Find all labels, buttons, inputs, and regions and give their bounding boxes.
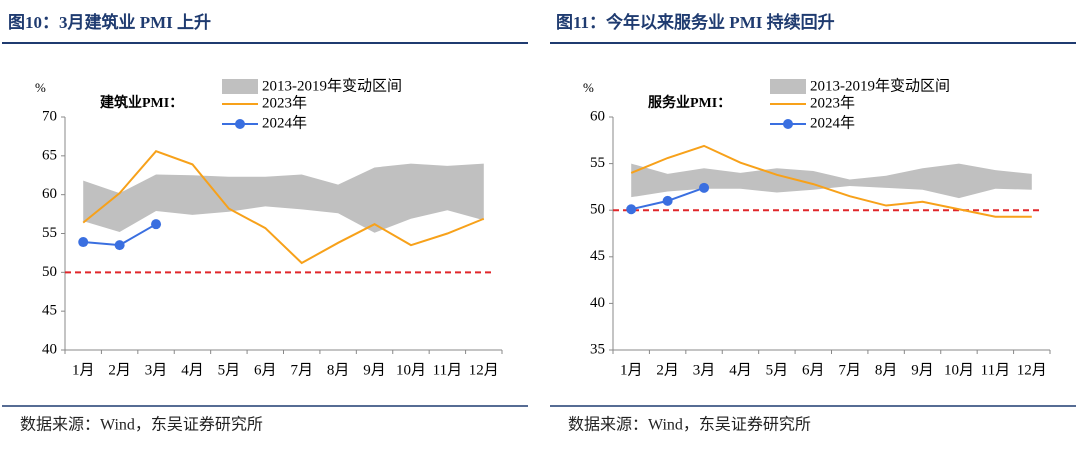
annotation: 建筑业PMI： <box>100 94 183 111</box>
x-tick-label: 8月 <box>875 362 898 378</box>
series-line <box>82 149 485 265</box>
x-tick-label: 5月 <box>766 362 789 378</box>
range-band <box>83 163 484 233</box>
x-tick-label: 4月 <box>181 362 204 378</box>
y-tick-label: 55 <box>42 225 57 241</box>
legend-label: 2023年 <box>810 94 855 111</box>
x-tick-label: 12月 <box>469 362 499 378</box>
point <box>151 219 162 230</box>
point <box>626 204 637 215</box>
x-tick-label: 6月 <box>802 362 825 378</box>
legend-label: 2024年 <box>262 114 307 131</box>
legend-marker <box>235 119 245 129</box>
y-tick-label: 60 <box>590 108 605 124</box>
source: 数据来源：Wind，东吴证券研究所 <box>20 416 263 434</box>
x-tick-label: 2月 <box>656 362 679 378</box>
series-line <box>630 144 1032 218</box>
x-tick-label: 6月 <box>254 362 277 378</box>
legend-label: 2013-2019年变动区间 <box>262 77 402 94</box>
legend-marker <box>783 119 793 129</box>
x-tick-label: 11月 <box>433 362 462 378</box>
annotation: 服务业PMI： <box>648 94 731 111</box>
x-tick-label: 7月 <box>290 362 313 378</box>
x-tick-label: 2月 <box>108 362 131 378</box>
source: 数据来源：Wind，东吴证券研究所 <box>568 416 811 434</box>
x-tick-label: 10月 <box>396 362 426 378</box>
y-tick-label: 70 <box>42 108 57 124</box>
x-tick-label: 1月 <box>72 362 95 378</box>
unit-label: % <box>35 80 46 95</box>
legend-label: 2024年 <box>810 114 855 131</box>
y-tick-label: 60 <box>42 186 57 202</box>
y-tick-label: 40 <box>42 341 57 357</box>
y-tick-label: 40 <box>590 295 605 311</box>
legend-swatch <box>222 79 258 94</box>
x-tick-label: 9月 <box>363 362 386 378</box>
point <box>662 195 673 206</box>
point <box>699 182 710 193</box>
x-tick-label: 3月 <box>145 362 168 378</box>
unit-label: % <box>583 80 594 95</box>
y-tick-label: 45 <box>590 248 605 264</box>
x-tick-label: 8月 <box>327 362 350 378</box>
legend-label: 2023年 <box>262 94 307 111</box>
x-tick-label: 9月 <box>911 362 934 378</box>
x-tick-label: 3月 <box>693 362 716 378</box>
y-tick-label: 50 <box>590 202 605 218</box>
x-tick-label: 5月 <box>218 362 241 378</box>
figure-title: 图10：3月建筑业 PMI 上升 <box>8 12 211 32</box>
legend-swatch <box>770 79 806 94</box>
y-tick-label: 45 <box>42 303 57 319</box>
legend-label: 2013-2019年变动区间 <box>810 77 950 94</box>
y-tick-label: 35 <box>590 341 605 357</box>
y-tick-label: 50 <box>42 264 57 280</box>
x-tick-label: 4月 <box>729 362 752 378</box>
range-band <box>631 163 1032 199</box>
figure-title: 图11：今年以来服务业 PMI 持续回升 <box>556 12 835 32</box>
x-tick-label: 10月 <box>944 362 974 378</box>
x-tick-label: 7月 <box>838 362 861 378</box>
y-tick-label: 65 <box>42 147 57 163</box>
y-tick-label: 55 <box>590 155 605 171</box>
x-tick-label: 1月 <box>620 362 643 378</box>
x-tick-label: 11月 <box>981 362 1010 378</box>
point <box>78 237 89 248</box>
point <box>114 240 125 251</box>
x-tick-label: 12月 <box>1017 362 1047 378</box>
